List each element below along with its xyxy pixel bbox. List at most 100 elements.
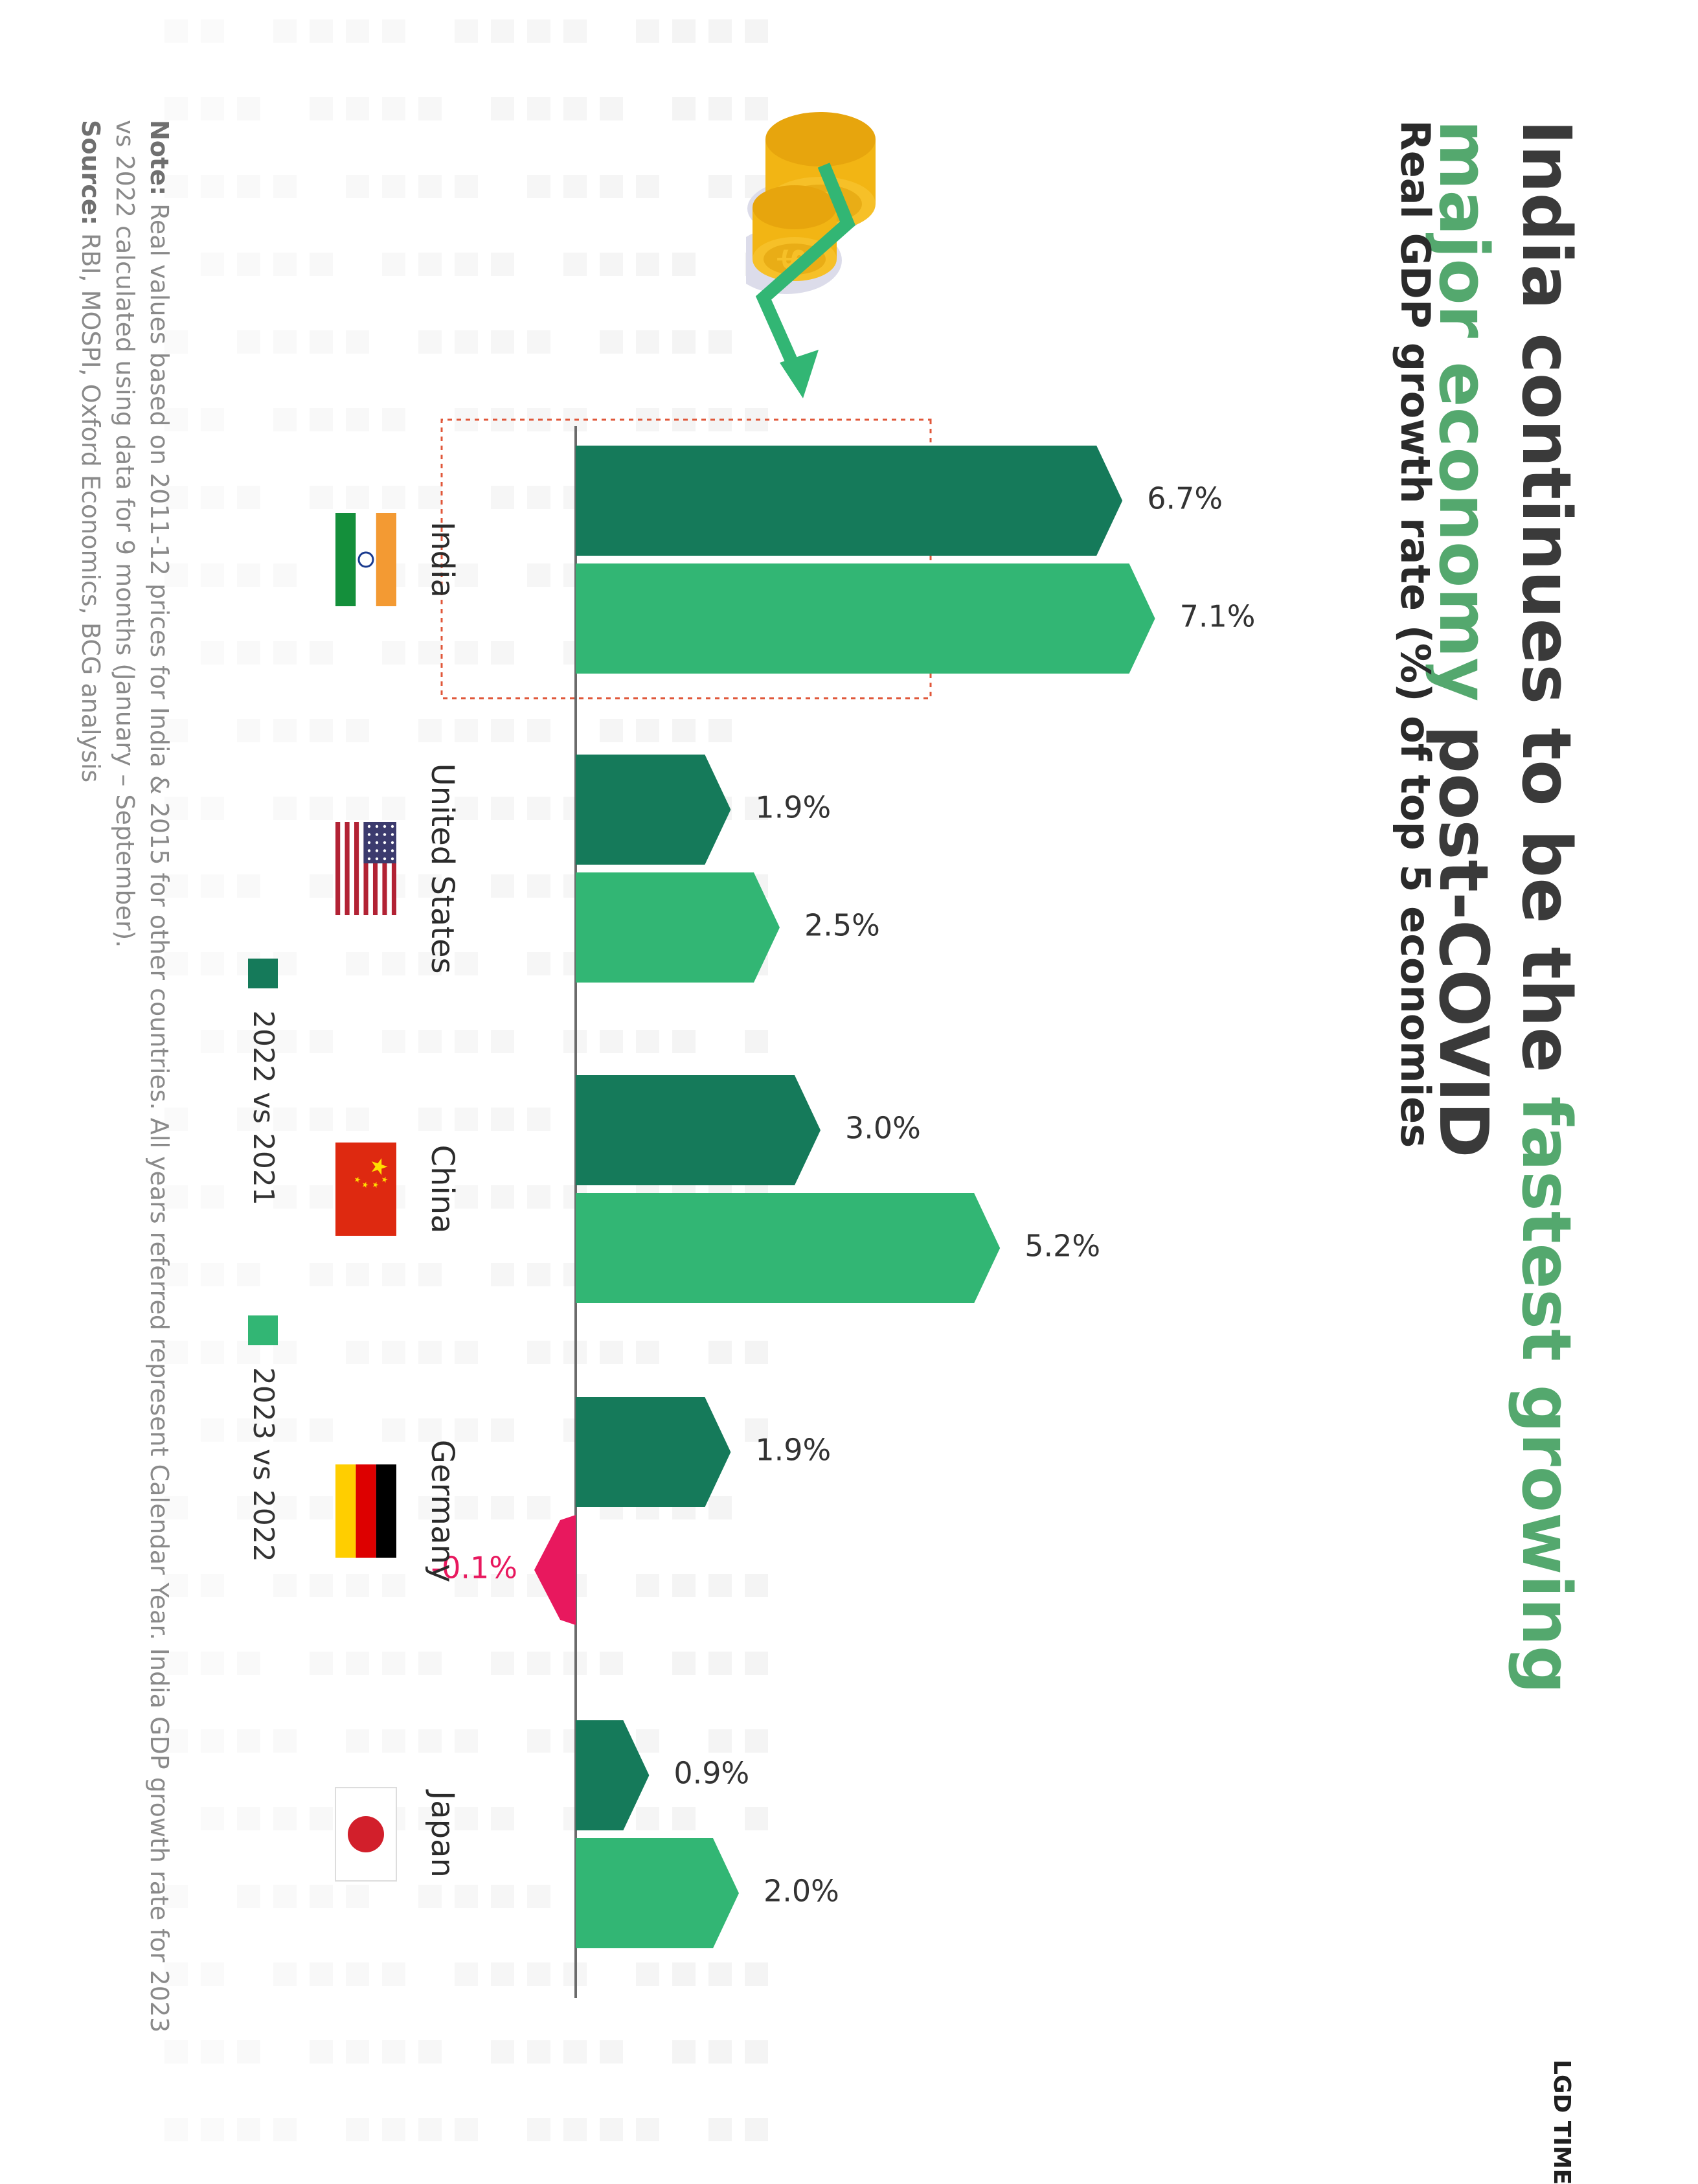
bg-square [237,1885,260,1908]
bg-square [636,2118,659,2141]
bg-square [418,1108,442,1131]
bg-square [201,253,224,276]
bg-square [237,874,260,898]
bg-square [164,1652,188,1675]
bg-square [491,2040,514,2064]
bg-square [310,1185,333,1209]
bg-square [455,719,478,742]
bg-square [346,19,369,43]
bg-square [273,1185,297,1209]
data-label: 2.0% [764,1874,839,1909]
bg-square [237,1263,260,1286]
bg-square [491,1652,514,1675]
bg-square [708,2118,732,2141]
bg-square [418,1496,442,1519]
bg-square [527,797,550,820]
highlight-box [440,418,932,700]
bg-square [600,2040,623,2064]
bg-square [346,486,369,509]
bg-square [708,330,732,354]
bg-square [636,1962,659,1986]
bg-square [455,330,478,354]
bg-square [164,1729,188,1753]
bg-square [636,1341,659,1364]
japan-flag-icon [335,1787,397,1882]
bg-square [491,1418,514,1442]
bg-square [164,175,188,198]
bg-square [708,1341,732,1364]
bg-square [708,1729,732,1753]
chart-legend: 2022 vs 2021 2023 vs 2022 [247,959,280,1562]
bg-square [745,19,768,43]
data-label: 0.9% [674,1756,749,1791]
legend-item-2023: 2023 vs 2022 [247,1315,280,1562]
bg-square [273,2118,297,2141]
bg-square [455,1574,478,1597]
bg-square [382,1263,405,1286]
bg-square [273,408,297,431]
bg-square [672,1652,696,1675]
bg-square [310,1418,333,1442]
bg-square [310,1030,333,1053]
bg-square [273,253,297,276]
bg-square [201,1030,224,1053]
bg-square [310,797,333,820]
bg-square [455,1885,478,1908]
bg-square [418,175,442,198]
bg-square [418,1030,442,1053]
bg-square [418,330,442,354]
bg-square [708,719,732,742]
svg-text:★: ★ [366,1157,392,1176]
bg-square [201,2118,224,2141]
bg-square [310,719,333,742]
bg-square [455,641,478,665]
bg-square [164,874,188,898]
bg-square [672,1962,696,1986]
bar-united-states-2023 [576,872,780,983]
bg-square [237,1807,260,1830]
bg-square [310,1574,333,1597]
bg-square [455,253,478,276]
bg-square [745,1962,768,1986]
bg-square [382,1652,405,1675]
bg-square [346,2040,369,2064]
bg-square [491,1885,514,1908]
bg-square [310,1807,333,1830]
bg-square [346,1962,369,1986]
bg-square [201,797,224,820]
note-label: Note: [145,120,174,196]
bg-square [636,19,659,43]
bg-square [273,719,297,742]
bg-square [527,19,550,43]
bg-square [455,1418,478,1442]
bg-square [201,1807,224,1830]
bg-square [636,253,659,276]
bg-square [418,1807,442,1830]
bg-square [491,1962,514,1986]
bg-square [273,1108,297,1131]
bg-square [455,1108,478,1131]
bg-square [491,874,514,898]
bg-square [418,97,442,120]
bg-square [382,2118,405,2141]
bg-square [237,1652,260,1675]
bg-square [273,1341,297,1364]
bg-square [237,563,260,587]
bg-square [201,563,224,587]
bg-square [672,1807,696,1830]
bg-square [346,408,369,431]
bg-square [346,1263,369,1286]
bg-square [164,1108,188,1131]
bar-germany-2023 [534,1515,576,1625]
bg-square [273,952,297,975]
bg-square [745,2040,768,2064]
bg-square [745,797,768,820]
bg-square [164,19,188,43]
bg-square [201,19,224,43]
bg-square [201,1962,224,1986]
bg-square [201,2040,224,2064]
bg-square [201,1574,224,1597]
bg-square [491,1263,514,1286]
bg-square [346,1341,369,1364]
